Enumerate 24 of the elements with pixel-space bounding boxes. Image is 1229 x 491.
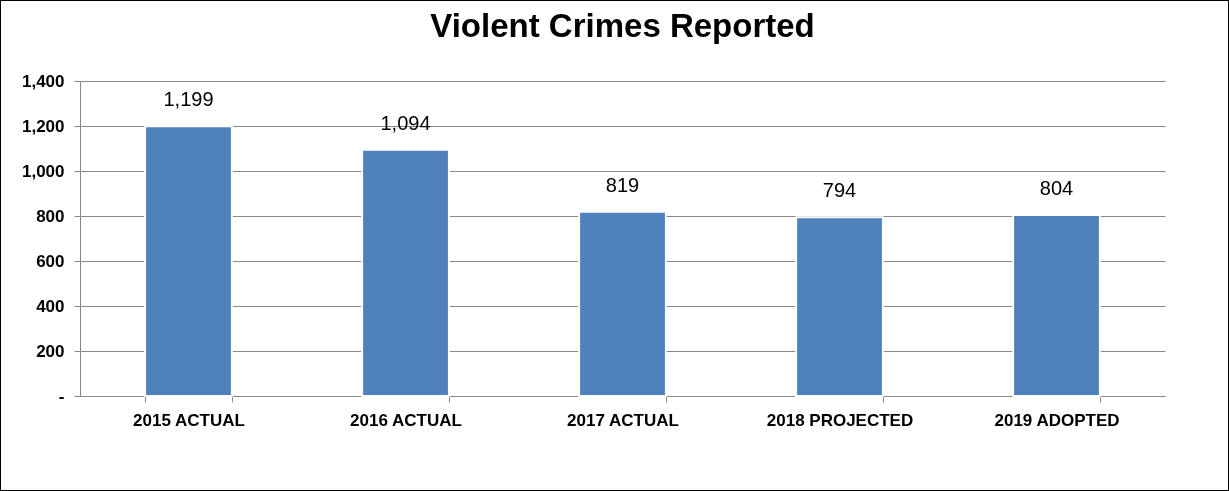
data-label: 1,199 xyxy=(163,88,214,111)
chart-title: Violent Crimes Reported xyxy=(430,7,815,44)
x-tick-label: 2016 ACTUAL xyxy=(350,410,462,430)
y-tick-label: - xyxy=(58,386,65,406)
x-tick-label: 2019 ADOPTED xyxy=(994,410,1120,430)
bar xyxy=(361,148,450,397)
x-tick-label: 2017 ACTUAL xyxy=(567,410,679,430)
x-tick-label: 2015 ACTUAL xyxy=(133,410,245,430)
bar xyxy=(1012,214,1101,397)
bar xyxy=(144,125,233,397)
bar xyxy=(578,210,667,397)
y-tick-label: 600 xyxy=(36,251,65,271)
data-label: 1,094 xyxy=(380,111,431,134)
bar xyxy=(795,216,884,397)
y-tick-label: 1,400 xyxy=(21,71,65,91)
y-tick-label: 400 xyxy=(36,296,65,316)
data-label: 804 xyxy=(1039,177,1074,200)
y-tick-label: 1,000 xyxy=(21,161,65,181)
y-tick-label: 800 xyxy=(36,206,65,226)
x-tick-label: 2018 PROJECTED xyxy=(766,410,914,430)
data-label: 794 xyxy=(822,179,857,202)
y-tick-label: 200 xyxy=(36,341,65,361)
y-tick-label: 1,200 xyxy=(21,116,65,136)
data-label: 819 xyxy=(605,173,640,196)
